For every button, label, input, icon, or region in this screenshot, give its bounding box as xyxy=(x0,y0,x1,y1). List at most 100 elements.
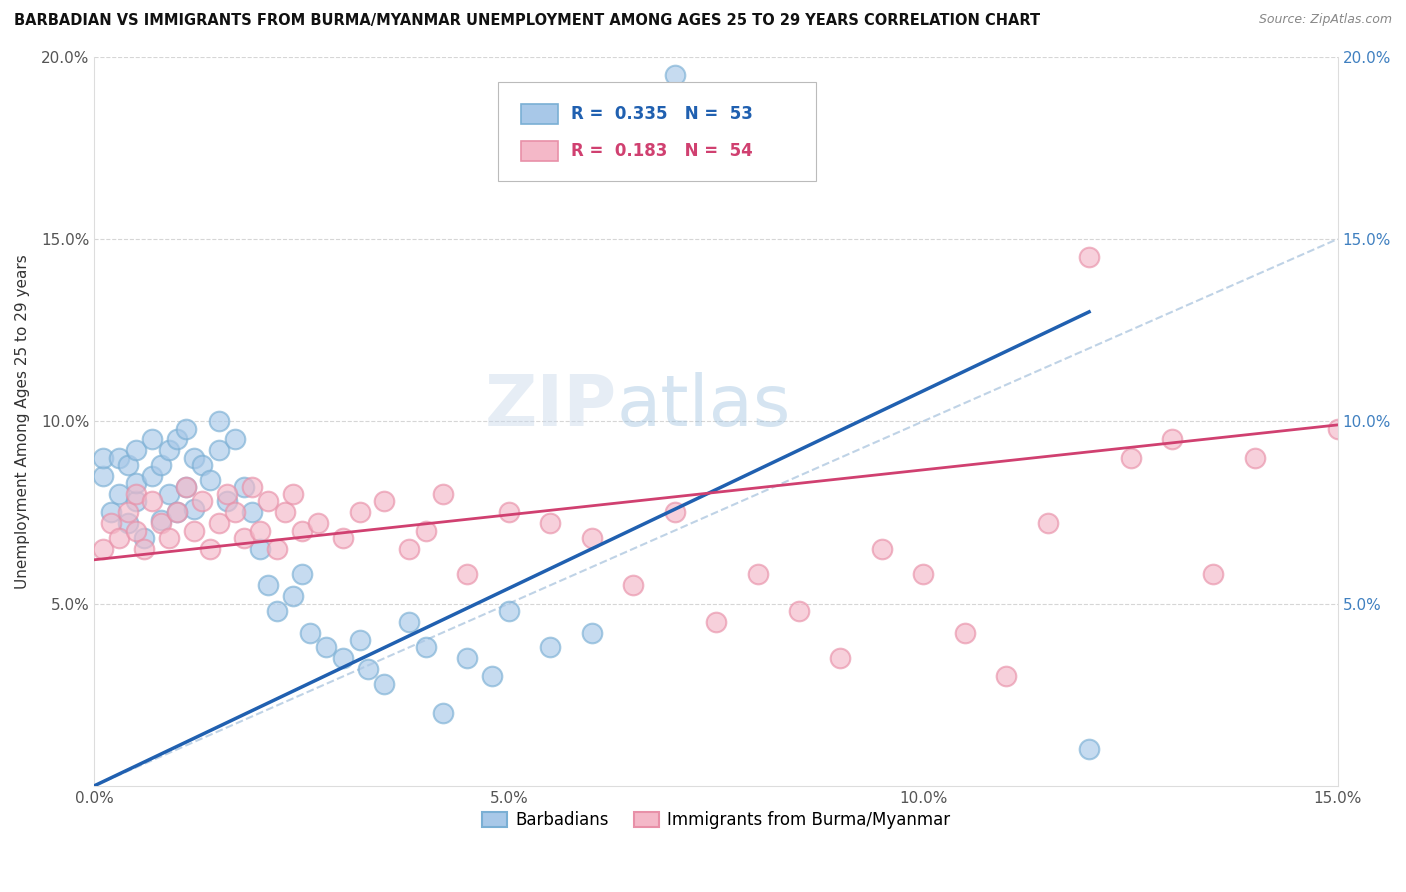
Point xyxy=(953,625,976,640)
Point xyxy=(1244,450,1267,465)
Point xyxy=(117,505,139,519)
Point xyxy=(108,450,131,465)
Point xyxy=(157,487,180,501)
Point xyxy=(125,443,148,458)
Point xyxy=(200,541,222,556)
Point xyxy=(357,662,380,676)
Legend: Barbadians, Immigrants from Burma/Myanmar: Barbadians, Immigrants from Burma/Myanma… xyxy=(475,805,957,836)
Point xyxy=(290,567,312,582)
Text: Source: ZipAtlas.com: Source: ZipAtlas.com xyxy=(1258,13,1392,27)
FancyBboxPatch shape xyxy=(520,104,558,125)
Point xyxy=(132,531,155,545)
Point xyxy=(91,541,114,556)
Point xyxy=(538,640,561,655)
Point xyxy=(349,632,371,647)
Point xyxy=(166,505,188,519)
Point xyxy=(704,615,727,629)
Text: R =  0.183   N =  54: R = 0.183 N = 54 xyxy=(571,142,752,160)
Point xyxy=(174,480,197,494)
Point xyxy=(157,531,180,545)
Point xyxy=(398,615,420,629)
Point xyxy=(141,469,163,483)
Point xyxy=(100,516,122,531)
Point xyxy=(498,505,520,519)
Point xyxy=(141,494,163,508)
Point xyxy=(257,494,280,508)
Text: ZIP: ZIP xyxy=(484,372,617,442)
Point xyxy=(266,604,288,618)
Point xyxy=(157,443,180,458)
Point xyxy=(373,676,395,690)
FancyBboxPatch shape xyxy=(499,82,815,180)
Point xyxy=(912,567,935,582)
Point xyxy=(232,480,254,494)
Point xyxy=(108,487,131,501)
Point xyxy=(332,651,354,665)
Point xyxy=(215,494,238,508)
Point xyxy=(415,524,437,538)
Text: R =  0.335   N =  53: R = 0.335 N = 53 xyxy=(571,105,752,123)
Point xyxy=(830,651,852,665)
Point xyxy=(1036,516,1059,531)
Point xyxy=(432,706,454,720)
Point xyxy=(132,541,155,556)
Point xyxy=(125,494,148,508)
Point xyxy=(183,524,205,538)
Point xyxy=(283,589,305,603)
Text: atlas: atlas xyxy=(617,372,792,442)
Point xyxy=(240,480,263,494)
Point xyxy=(224,433,246,447)
Point xyxy=(1119,450,1142,465)
Point xyxy=(183,450,205,465)
Point xyxy=(141,433,163,447)
Point xyxy=(174,421,197,435)
Point xyxy=(200,473,222,487)
Point xyxy=(166,505,188,519)
Point xyxy=(108,531,131,545)
Point xyxy=(995,669,1018,683)
Point xyxy=(125,487,148,501)
Point xyxy=(481,669,503,683)
Point xyxy=(249,524,271,538)
Point xyxy=(1161,433,1184,447)
Point xyxy=(432,487,454,501)
Point xyxy=(747,141,769,155)
Point xyxy=(307,516,329,531)
Point xyxy=(581,625,603,640)
Point xyxy=(456,567,478,582)
Point xyxy=(870,541,893,556)
Point xyxy=(787,604,810,618)
Point xyxy=(266,541,288,556)
Point xyxy=(283,487,305,501)
Point xyxy=(1202,567,1225,582)
Point xyxy=(208,414,231,428)
Point xyxy=(298,625,321,640)
Point xyxy=(149,513,172,527)
Point xyxy=(498,604,520,618)
Point xyxy=(1326,421,1348,435)
Point xyxy=(166,433,188,447)
Point xyxy=(91,450,114,465)
Point xyxy=(149,458,172,472)
Point xyxy=(249,541,271,556)
FancyBboxPatch shape xyxy=(520,141,558,161)
Point xyxy=(1078,742,1101,756)
Point xyxy=(191,458,214,472)
Point xyxy=(224,505,246,519)
Point xyxy=(332,531,354,545)
Point xyxy=(149,516,172,531)
Point xyxy=(664,68,686,82)
Point xyxy=(398,541,420,556)
Point xyxy=(191,494,214,508)
Point xyxy=(100,505,122,519)
Point xyxy=(1078,250,1101,264)
Point xyxy=(125,524,148,538)
Point xyxy=(174,480,197,494)
Point xyxy=(208,516,231,531)
Point xyxy=(125,476,148,491)
Text: BARBADIAN VS IMMIGRANTS FROM BURMA/MYANMAR UNEMPLOYMENT AMONG AGES 25 TO 29 YEAR: BARBADIAN VS IMMIGRANTS FROM BURMA/MYANM… xyxy=(14,13,1040,29)
Point xyxy=(117,458,139,472)
Point xyxy=(215,487,238,501)
Point xyxy=(274,505,297,519)
Point xyxy=(240,505,263,519)
